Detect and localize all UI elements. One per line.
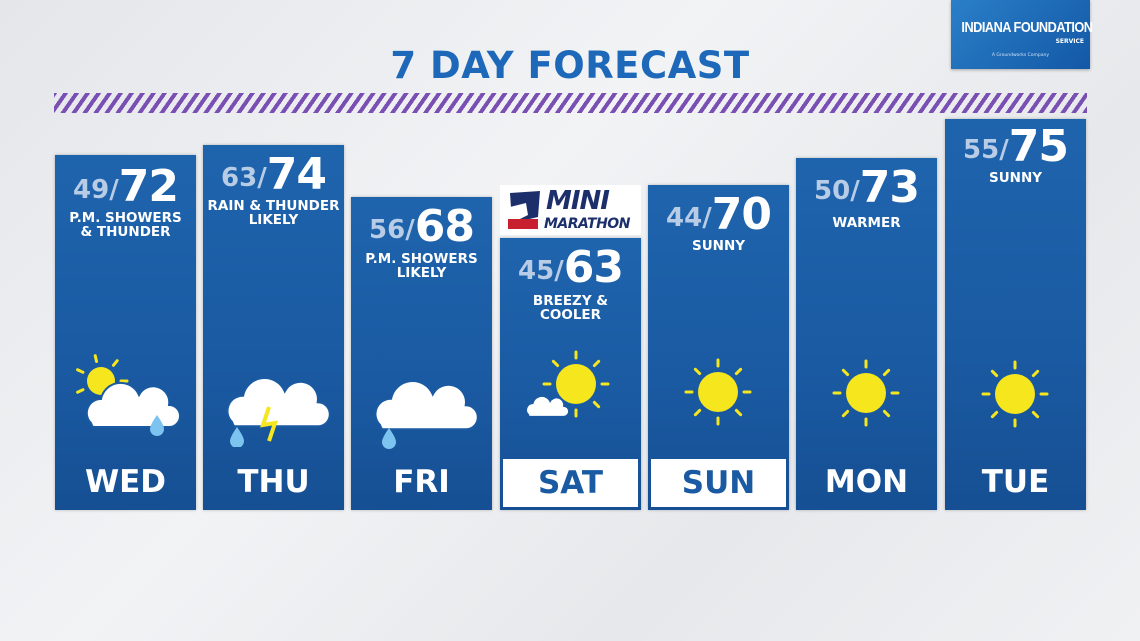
condition-line: P.M. SHOWERS	[365, 251, 478, 267]
day-label: TUE	[981, 464, 1050, 500]
decorative-stripes	[54, 93, 1087, 113]
low-temp: 50	[814, 176, 851, 206]
low-temp: 55	[963, 135, 1000, 165]
sponsor-service: SERVICE	[1055, 38, 1084, 45]
day-panel-wed: 49/72 P.M. SHOWERS & THUNDER WED	[55, 155, 196, 510]
condition-text: P.M. SHOWERS LIKELY	[351, 252, 492, 280]
mini-marathon-logo: MINI MARATHON	[500, 185, 641, 235]
temperatures: 55/75	[945, 125, 1086, 169]
day-label: SAT	[503, 459, 638, 507]
high-temp: 63	[563, 242, 624, 293]
high-temp: 72	[118, 161, 179, 212]
flag-icon	[508, 191, 540, 229]
high-temp: 68	[414, 201, 475, 252]
temperatures: 50/73	[796, 166, 937, 210]
condition-text: SUNNY	[945, 171, 1086, 185]
day-label: SUN	[651, 459, 786, 507]
sunny-icon	[981, 360, 1049, 428]
condition-line: SUNNY	[988, 170, 1043, 186]
temp-separator: /	[999, 135, 1009, 165]
low-temp: 49	[73, 175, 110, 205]
temperatures: 56/68	[351, 205, 492, 249]
temp-separator: /	[405, 215, 415, 245]
temperatures: 63/74	[203, 153, 344, 197]
temp-separator: /	[257, 163, 267, 193]
day-label: FRI	[393, 464, 450, 500]
high-temp: 70	[711, 189, 772, 240]
condition-line: COOLER	[539, 307, 602, 323]
day-panel-sun: 44/70 SUNNY SUN	[648, 185, 789, 510]
high-temp: 75	[1008, 121, 1069, 172]
condition-text: SUNNY	[648, 239, 789, 253]
condition-line: LIKELY	[248, 212, 299, 228]
condition-line: WARMER	[832, 215, 901, 231]
temp-separator: /	[109, 175, 119, 205]
temperatures: 45/63	[500, 246, 641, 290]
condition-line: BREEZY &	[532, 293, 609, 309]
temp-separator: /	[850, 176, 860, 206]
day-panel-tue: 55/75 SUNNY TUE	[945, 119, 1086, 510]
temperatures: 44/70	[648, 193, 789, 237]
showers-icon	[374, 379, 479, 449]
low-temp: 63	[221, 163, 258, 193]
condition-line: & THUNDER	[80, 224, 171, 240]
sunny-icon	[684, 358, 752, 426]
day-panel-sat: 45/63 BREEZY & COOLER SAT	[500, 238, 641, 510]
condition-line: SUNNY	[691, 238, 746, 254]
condition-text: P.M. SHOWERS & THUNDER	[55, 211, 196, 239]
condition-text: WARMER	[796, 216, 937, 230]
condition-line: RAIN & THUNDER	[207, 198, 340, 214]
temp-separator: /	[554, 256, 564, 286]
day-panel-mon: 50/73 WARMER MON	[796, 158, 937, 510]
sponsor-name: INDIANA FOUNDATION	[961, 19, 1093, 36]
sunny-icon	[832, 359, 900, 427]
sponsor-logo: INDIANA FOUNDATION SERVICE A Groundworks…	[951, 0, 1093, 69]
low-temp: 45	[518, 256, 555, 286]
page-title: 7 DAY FORECAST	[390, 44, 750, 87]
high-temp: 73	[859, 162, 920, 213]
sponsor-company: A Groundworks Company	[991, 53, 1050, 58]
mini-text: MINI	[546, 186, 610, 216]
day-label: THU	[237, 464, 310, 500]
marathon-text: MARATHON	[544, 216, 630, 232]
condition-text: RAIN & THUNDER LIKELY	[203, 199, 344, 227]
condition-text: BREEZY & COOLER	[500, 294, 641, 322]
condition-line: P.M. SHOWERS	[69, 210, 182, 226]
day-panel-fri: 56/68 P.M. SHOWERS LIKELY FRI	[351, 197, 492, 510]
mostly-sunny-icon	[526, 350, 610, 418]
thunderstorm-icon	[226, 376, 331, 447]
low-temp: 44	[666, 203, 703, 233]
day-label: MON	[824, 464, 909, 500]
day-panel-thu: 63/74 RAIN & THUNDER LIKELY THU	[203, 145, 344, 510]
day-label: WED	[84, 464, 167, 500]
temperatures: 49/72	[55, 165, 196, 209]
partly-sunny-showers-icon	[76, 354, 181, 436]
low-temp: 56	[369, 215, 406, 245]
temp-separator: /	[702, 203, 712, 233]
high-temp: 74	[266, 149, 327, 200]
condition-line: LIKELY	[396, 265, 447, 281]
